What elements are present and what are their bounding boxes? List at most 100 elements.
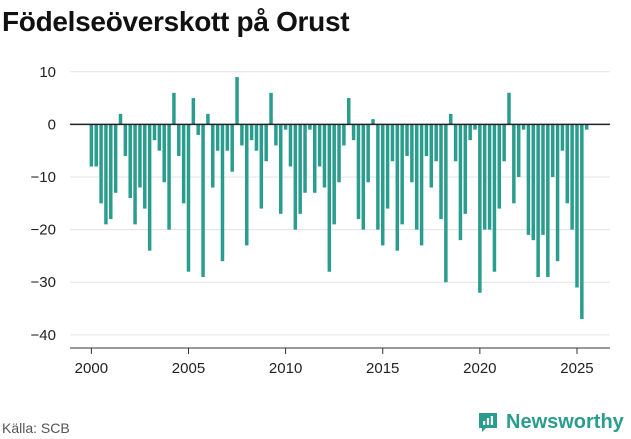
- bar: [332, 124, 336, 225]
- bar: [516, 124, 521, 178]
- bar: [240, 124, 244, 146]
- bar: [478, 124, 482, 293]
- bar: [196, 124, 200, 135]
- bar: [468, 124, 472, 141]
- x-axis-ticks: 2000 2005 2010 2015 2020 2025: [75, 348, 594, 377]
- y-tick-label: −20: [31, 222, 56, 239]
- x-tick-label: 2020: [463, 360, 496, 377]
- bar: [395, 124, 400, 251]
- bar: [249, 124, 254, 141]
- bar: [410, 124, 414, 183]
- bar: [99, 124, 103, 204]
- bar: [230, 124, 234, 172]
- bar: [322, 124, 327, 188]
- x-tick-label: 2010: [269, 360, 302, 377]
- bar: [94, 124, 98, 167]
- bar: [541, 124, 545, 235]
- bar: [283, 124, 288, 130]
- bar: [434, 124, 438, 162]
- bar: [264, 124, 268, 162]
- bar: [565, 124, 570, 204]
- bar: [550, 124, 555, 178]
- bar: [201, 124, 205, 277]
- bar: [584, 124, 589, 130]
- bar: [113, 124, 118, 193]
- x-tick-label: 2000: [75, 360, 108, 377]
- bar: [133, 124, 137, 225]
- bar: [147, 124, 152, 251]
- bar: [225, 124, 230, 151]
- bar: [414, 124, 419, 230]
- bar: [458, 124, 463, 241]
- bar: [138, 124, 142, 188]
- bar: [337, 124, 341, 183]
- bar: [448, 113, 453, 125]
- bar: [308, 124, 312, 130]
- bar: [186, 124, 191, 272]
- bar: [109, 124, 113, 220]
- bar: [167, 124, 171, 230]
- bar: [521, 124, 526, 130]
- bar: [482, 124, 487, 230]
- y-tick-label: −10: [31, 169, 56, 186]
- bar: [575, 124, 579, 288]
- bar: [424, 124, 429, 156]
- bar: [172, 92, 176, 125]
- bar: [390, 124, 395, 162]
- bar: [526, 124, 531, 235]
- chart-title: Födelseöverskott på Orust: [2, 6, 350, 37]
- bar: [181, 124, 186, 204]
- bar: [473, 124, 477, 130]
- bar: [555, 124, 560, 262]
- bar-chart: 10 0 −10 −20 −30 −40 2000 2005 2010 2015 2020 2025: [31, 64, 610, 377]
- bar: [497, 124, 502, 209]
- bar: [235, 77, 239, 125]
- x-tick-label: 2005: [172, 360, 205, 377]
- y-axis-ticks: 10 0 −10 −20 −30 −40: [31, 64, 56, 344]
- bar: [206, 113, 210, 125]
- y-tick-label: 0: [48, 116, 56, 133]
- bar: [361, 124, 366, 230]
- bar: [245, 124, 249, 246]
- bar: [288, 124, 293, 167]
- x-tick-label: 2025: [560, 360, 593, 377]
- bar: [351, 124, 356, 141]
- bar: [123, 124, 128, 156]
- bar: [371, 119, 375, 125]
- y-tick-label: 10: [39, 64, 56, 81]
- bar: [546, 124, 550, 277]
- bar: [215, 124, 220, 151]
- bar: [439, 124, 443, 220]
- bar: [211, 124, 215, 188]
- bar: [220, 124, 225, 262]
- bar: [429, 124, 434, 188]
- bar: [128, 124, 132, 199]
- bar: [327, 124, 332, 272]
- newsworthy-logo-icon: [479, 413, 497, 432]
- bar: [191, 98, 196, 125]
- bar: [152, 124, 157, 141]
- bar: [317, 124, 322, 167]
- bar: [104, 124, 108, 225]
- bar: [536, 124, 540, 277]
- bar: [376, 124, 380, 230]
- x-tick-label: 2015: [366, 360, 399, 377]
- bar: [269, 92, 273, 125]
- bar: [298, 124, 302, 214]
- bar: [419, 124, 424, 246]
- bar: [293, 124, 298, 230]
- bar: [492, 124, 497, 272]
- bar: [487, 124, 492, 230]
- bar: [89, 124, 94, 167]
- bar: [342, 124, 346, 146]
- newsworthy-brand: Newsworthy: [476, 408, 624, 436]
- bar: [254, 124, 259, 151]
- brand-name: Newsworthy: [506, 410, 624, 433]
- bar: [580, 124, 584, 320]
- bar: [570, 124, 574, 230]
- y-tick-label: −40: [31, 327, 56, 344]
- bar: [303, 124, 307, 193]
- bar: [177, 124, 181, 156]
- bars: [89, 77, 589, 320]
- bar: [118, 113, 123, 125]
